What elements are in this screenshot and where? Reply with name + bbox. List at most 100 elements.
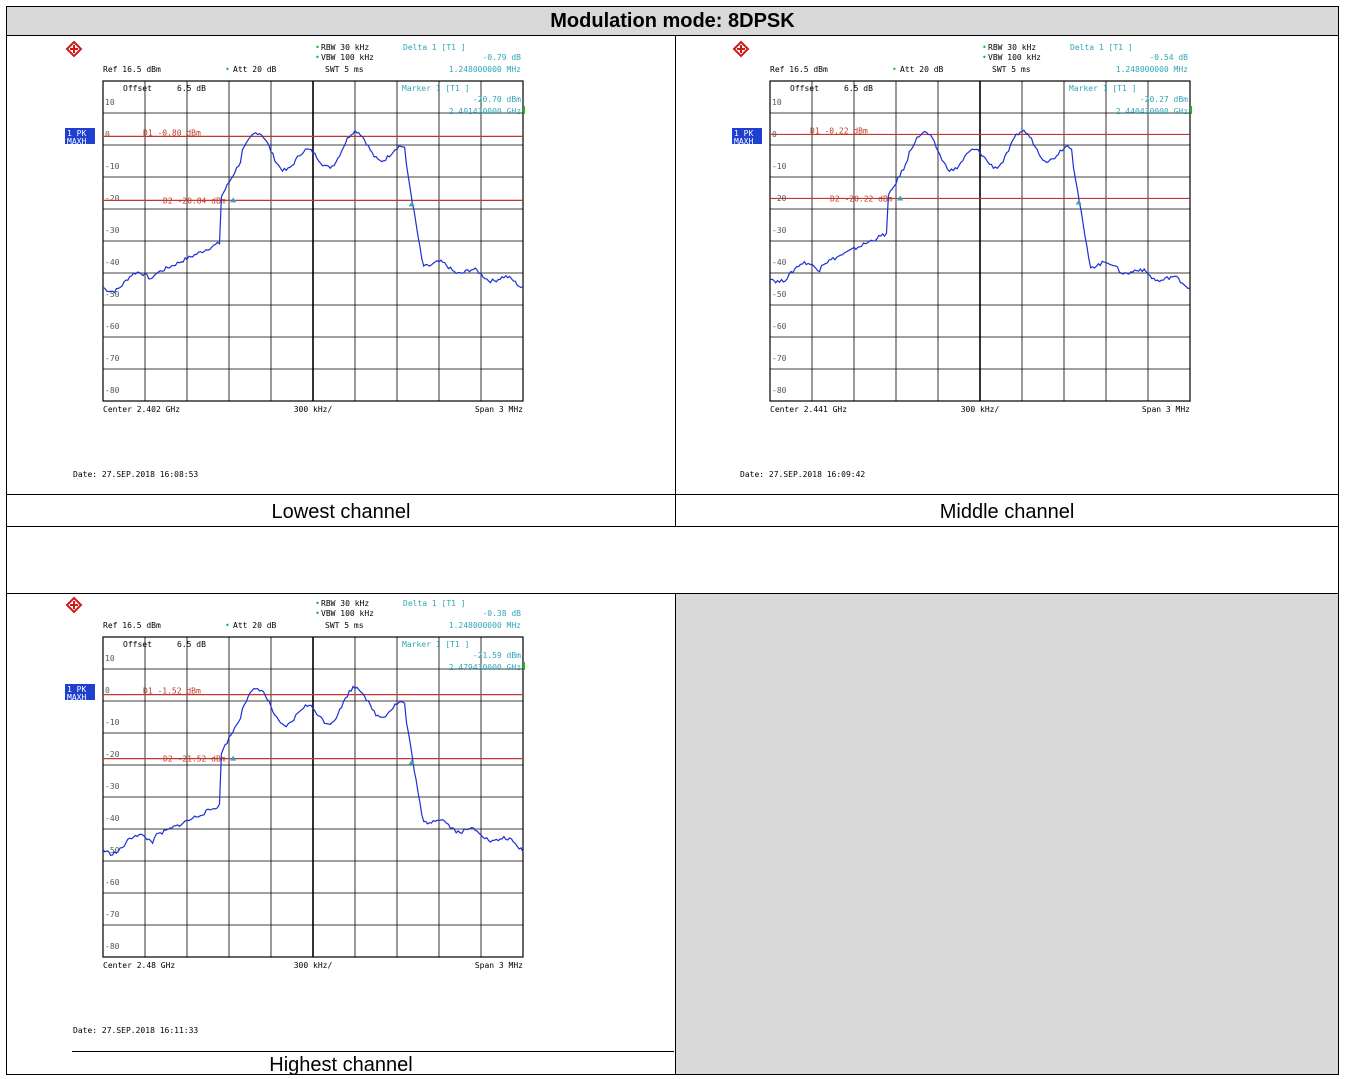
trace-badge-line2: MAXH bbox=[734, 137, 753, 146]
span-label: Span 3 MHz bbox=[475, 961, 523, 970]
rbw-bullet: • bbox=[315, 43, 320, 52]
table-border-top bbox=[6, 6, 1339, 7]
a-badge bbox=[523, 662, 525, 670]
att-bullet: • bbox=[225, 65, 230, 74]
y-tick-label: -70 bbox=[105, 910, 120, 919]
offset-label: Offset bbox=[123, 84, 152, 93]
span-label: Span 3 MHz bbox=[475, 405, 523, 414]
offset-label: Offset bbox=[790, 84, 819, 93]
vbw-bullet: • bbox=[315, 53, 320, 62]
column-divider bbox=[675, 35, 676, 527]
att-bullet: • bbox=[892, 65, 897, 74]
rbw-label: RBW 30 kHz bbox=[321, 599, 369, 608]
center-frequency: Center 2.441 GHz bbox=[770, 405, 847, 414]
empty-cell bbox=[676, 594, 1338, 1074]
spectrum-trace bbox=[769, 129, 1191, 290]
y-tick-label: -40 bbox=[105, 258, 120, 267]
trace-badge-line1: 1 PK bbox=[67, 685, 86, 694]
y-tick-label: -60 bbox=[105, 322, 120, 331]
rs-logo-icon bbox=[732, 40, 750, 58]
center-frequency: Center 2.402 GHz bbox=[103, 405, 180, 414]
d1-label: D1 -0.22 dBm bbox=[810, 126, 868, 135]
y-tick-label: 10 bbox=[105, 98, 115, 107]
marker-2-icon bbox=[230, 755, 237, 761]
y-tick-label: 0 bbox=[105, 130, 110, 139]
marker-frequency: 2.479430000 GHz bbox=[449, 663, 521, 672]
y-tick-label: 10 bbox=[772, 98, 782, 107]
marker-1-icon bbox=[1075, 199, 1082, 205]
y-tick-label: -40 bbox=[772, 258, 787, 267]
marker-header: Marker 1 [T1 ] bbox=[402, 84, 469, 93]
d1-label: D1 -1.52 dBm bbox=[143, 687, 201, 696]
trace-badge bbox=[732, 128, 762, 144]
caption-lowest: Lowest channel bbox=[271, 501, 411, 523]
d2-label: D2 -20.84 dBm bbox=[163, 196, 226, 205]
vbw-bullet: • bbox=[982, 53, 987, 62]
marker-2-icon bbox=[230, 197, 237, 203]
vbw-label: VBW 100 kHz bbox=[988, 53, 1041, 62]
span-label: Span 3 MHz bbox=[1142, 405, 1190, 414]
delta-value: -0.38 dB bbox=[482, 609, 521, 618]
table-title: Modulation mode: 8DPSK bbox=[7, 7, 1338, 35]
y-tick-label: -10 bbox=[105, 162, 120, 171]
trace-badge-line1: 1 PK bbox=[67, 129, 86, 138]
trace-badge bbox=[65, 128, 95, 144]
d2-label: D2 -20.22 dBm bbox=[830, 194, 893, 203]
a-badge bbox=[523, 106, 525, 114]
row-divider bbox=[6, 494, 1339, 495]
y-tick-label: -60 bbox=[105, 878, 120, 887]
rs-logo-icon bbox=[65, 40, 83, 58]
marker-frequency: 2.401430000 GHz bbox=[449, 107, 521, 116]
swt-label: SWT 5 ms bbox=[325, 621, 364, 630]
y-tick-label: -80 bbox=[105, 386, 120, 395]
y-tick-label: -50 bbox=[105, 290, 120, 299]
marker-value: -20.70 dBm bbox=[473, 95, 521, 104]
row-divider bbox=[6, 526, 1339, 527]
logo-cross bbox=[70, 45, 78, 53]
marker-2-icon bbox=[897, 195, 904, 201]
ref-level: Ref 16.5 dBm bbox=[103, 621, 161, 630]
y-tick-label: -60 bbox=[772, 322, 787, 331]
offset-value: 6.5 dB bbox=[177, 84, 206, 93]
rbw-label: RBW 30 kHz bbox=[321, 43, 369, 52]
marker-header: Marker 1 [T1 ] bbox=[402, 640, 469, 649]
delta-frequency: 1.248000000 MHz bbox=[1116, 65, 1188, 74]
rbw-bullet: • bbox=[982, 43, 987, 52]
marker-value: -20.27 dBm bbox=[1140, 95, 1188, 104]
caption-middle: Middle channel bbox=[939, 501, 1075, 523]
y-tick-label: -30 bbox=[105, 782, 120, 791]
y-tick-label: -30 bbox=[105, 226, 120, 235]
trace-badge-line1: 1 PK bbox=[734, 129, 753, 138]
timestamp: Date: 27.SEP.2018 16:11:33 bbox=[73, 1026, 198, 1035]
attenuation: Att 20 dB bbox=[233, 65, 277, 74]
y-tick-label: -40 bbox=[105, 814, 120, 823]
rs-logo-icon bbox=[65, 596, 83, 614]
vbw-label: VBW 100 kHz bbox=[321, 609, 374, 618]
y-tick-label: -50 bbox=[772, 290, 787, 299]
scale-label: 300 kHz/ bbox=[961, 405, 1000, 414]
y-tick-label: -30 bbox=[772, 226, 787, 235]
marker-1-icon bbox=[408, 201, 415, 207]
logo-cross bbox=[737, 45, 745, 53]
scale-label: 300 kHz/ bbox=[294, 405, 333, 414]
y-tick-label: -70 bbox=[105, 354, 120, 363]
swt-label: SWT 5 ms bbox=[325, 65, 364, 74]
column-divider bbox=[675, 593, 676, 1075]
table-border-left bbox=[6, 6, 7, 1075]
trace-badge-line2: MAXH bbox=[67, 693, 86, 702]
analyzer-screenshot-highest: • RBW 30 kHz • VBW 100 kHz SWT 5 ms Ref 16.5 … bbox=[65, 596, 525, 1036]
d2-label: D2 -21.52 dBm bbox=[163, 755, 226, 764]
table-border-bottom bbox=[6, 1074, 1339, 1075]
delta-frequency: 1.248000000 MHz bbox=[449, 621, 521, 630]
y-tick-label: 0 bbox=[105, 686, 110, 695]
row-divider bbox=[6, 593, 1339, 594]
delta-value: -0.79 dB bbox=[482, 53, 521, 62]
delta-header: Delta 1 [T1 ] bbox=[403, 599, 466, 608]
offset-value: 6.5 dB bbox=[844, 84, 873, 93]
rbw-bullet: • bbox=[315, 599, 320, 608]
analyzer-screenshot-lowest: • RBW 30 kHz • VBW 100 kHz SWT 5 ms Ref 16.5 … bbox=[65, 40, 525, 480]
caption-highest: Highest channel bbox=[269, 1054, 413, 1076]
trace-badge bbox=[65, 684, 95, 700]
